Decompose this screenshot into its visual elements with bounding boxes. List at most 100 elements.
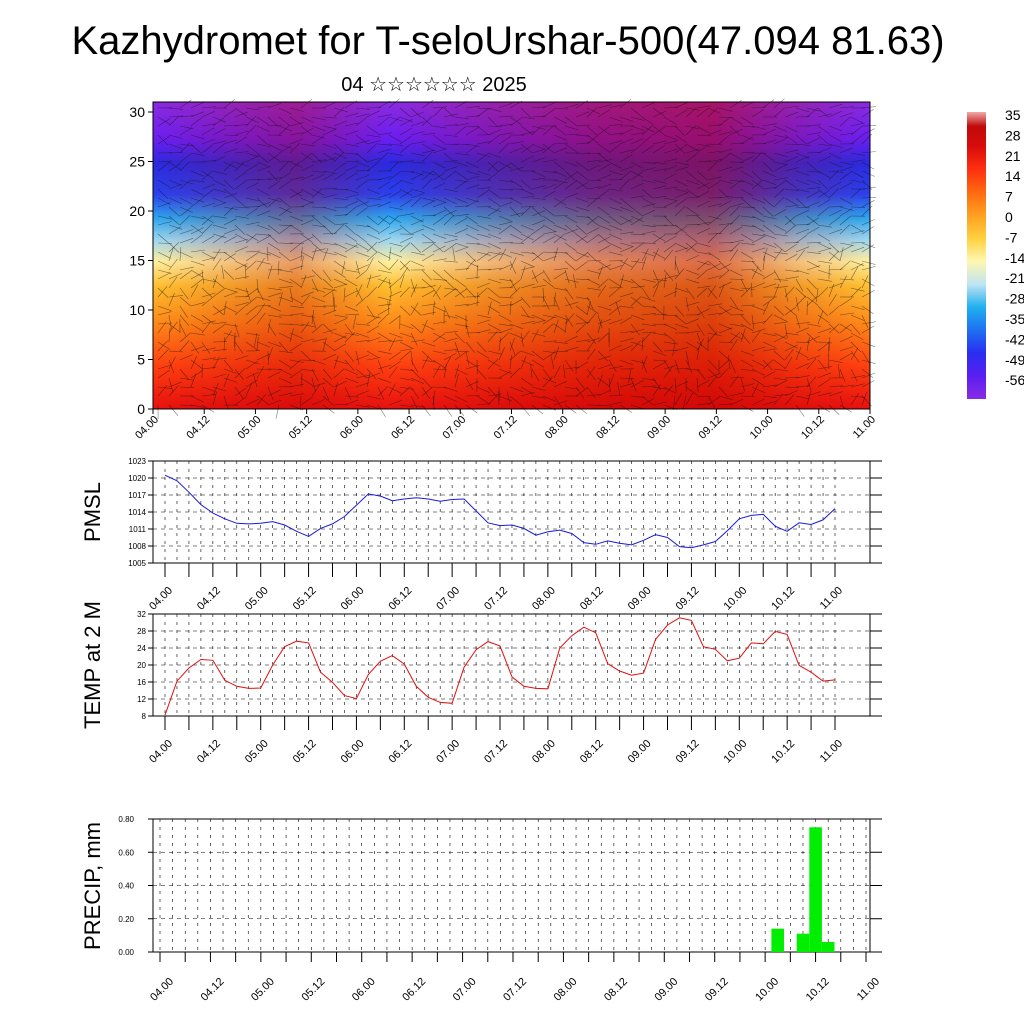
wind-barb bbox=[179, 377, 194, 381]
wind-barb bbox=[168, 321, 178, 334]
wind-barb bbox=[168, 314, 172, 329]
wind-barb bbox=[168, 247, 174, 262]
wind-barb bbox=[861, 226, 874, 235]
wind-barb bbox=[377, 260, 390, 270]
wind-barb bbox=[861, 368, 874, 378]
wind-barb bbox=[509, 141, 524, 145]
wind-barb bbox=[201, 269, 204, 284]
wind-barb bbox=[388, 116, 400, 127]
wind-barb bbox=[267, 389, 281, 397]
wind-barb bbox=[333, 355, 339, 370]
wind-barb bbox=[597, 236, 611, 244]
wind-barb bbox=[311, 338, 326, 343]
wind-barb bbox=[432, 106, 444, 118]
wind-barb bbox=[828, 103, 843, 109]
wind-barb bbox=[432, 201, 447, 208]
wind-barb bbox=[575, 197, 590, 203]
wind-barb bbox=[168, 242, 180, 253]
wind-barb bbox=[179, 99, 192, 109]
wind-barb bbox=[245, 233, 259, 241]
wind-barb bbox=[586, 339, 596, 352]
wind-barb bbox=[311, 296, 326, 303]
colorbar-label: -7 bbox=[1005, 229, 1018, 245]
wind-barb bbox=[487, 394, 498, 406]
wind-barb bbox=[168, 327, 171, 343]
wind-barb bbox=[861, 186, 876, 190]
wind-barb bbox=[245, 179, 261, 181]
wind-barb bbox=[476, 141, 491, 145]
wind-barb bbox=[531, 226, 544, 235]
wind-barb bbox=[564, 180, 577, 190]
wind-barb bbox=[223, 108, 236, 118]
wind-barb bbox=[817, 199, 830, 208]
temp-ytick-label: 12 bbox=[137, 695, 146, 704]
wind-barb bbox=[740, 134, 755, 141]
wind-barb bbox=[696, 269, 708, 280]
wind-barb bbox=[575, 261, 588, 271]
wind-barb bbox=[234, 197, 246, 208]
wind-barb bbox=[619, 292, 634, 298]
wind-barb bbox=[421, 224, 436, 231]
wind-barb bbox=[201, 189, 214, 199]
wind-barb bbox=[223, 206, 235, 217]
wind-barb bbox=[234, 396, 247, 406]
wind-barb bbox=[553, 323, 566, 333]
wind-barb bbox=[498, 251, 513, 258]
wind-barb bbox=[663, 366, 673, 379]
wind-barb bbox=[157, 116, 171, 125]
wind-barb bbox=[674, 305, 685, 317]
wind-barb bbox=[454, 205, 469, 208]
wind-barb bbox=[630, 404, 645, 410]
wind-barb bbox=[762, 359, 774, 370]
temp-xtick-label: 07.00 bbox=[434, 738, 462, 766]
wind-barb bbox=[641, 134, 653, 145]
wind-barb bbox=[311, 125, 326, 132]
wind-barb bbox=[487, 206, 502, 213]
wind-barb bbox=[366, 286, 377, 298]
wind-barb bbox=[498, 314, 512, 322]
wind-barb bbox=[410, 215, 424, 223]
wind-barb bbox=[531, 125, 543, 136]
wind-barb bbox=[179, 238, 194, 244]
wind-barb bbox=[421, 233, 434, 243]
wind-barb bbox=[685, 278, 700, 284]
wind-barb bbox=[850, 323, 861, 335]
wind-barb bbox=[762, 384, 777, 388]
wind-barb bbox=[685, 125, 697, 136]
wind-barb bbox=[630, 132, 645, 136]
temp-grid bbox=[153, 613, 870, 717]
wind-barb bbox=[168, 224, 183, 230]
wind-barb bbox=[608, 132, 623, 136]
wind-barb bbox=[531, 386, 546, 391]
wind-barb bbox=[685, 170, 698, 181]
wind-barb bbox=[550, 355, 555, 370]
wind-barb bbox=[421, 178, 433, 190]
wind-barb bbox=[850, 246, 865, 253]
wind-barb bbox=[256, 152, 268, 163]
wind-barb bbox=[256, 341, 271, 348]
wind-barb bbox=[223, 160, 235, 172]
wind-barb bbox=[575, 111, 590, 118]
wind-barb bbox=[343, 287, 346, 303]
wind-barb bbox=[575, 296, 590, 300]
wind-barb bbox=[190, 134, 205, 140]
wind-barb bbox=[212, 202, 227, 208]
wind-barb bbox=[542, 316, 556, 325]
wind-barb bbox=[454, 332, 465, 344]
wind-barb bbox=[366, 110, 380, 118]
wind-barb bbox=[311, 269, 323, 280]
wind-barb bbox=[443, 386, 458, 392]
wind-barb bbox=[487, 129, 502, 136]
wind-barb bbox=[520, 144, 533, 154]
wind-barb bbox=[454, 228, 468, 235]
wind-barb bbox=[586, 348, 596, 361]
wind-barb bbox=[432, 209, 446, 217]
wind-barb bbox=[322, 143, 337, 149]
wind-barb bbox=[421, 149, 436, 154]
wind-barb bbox=[212, 386, 227, 392]
wind-barb bbox=[267, 177, 282, 181]
wind-barb bbox=[234, 206, 250, 209]
wind-barb bbox=[201, 347, 216, 352]
wind-barb bbox=[729, 359, 736, 374]
wind-barb bbox=[575, 305, 588, 315]
